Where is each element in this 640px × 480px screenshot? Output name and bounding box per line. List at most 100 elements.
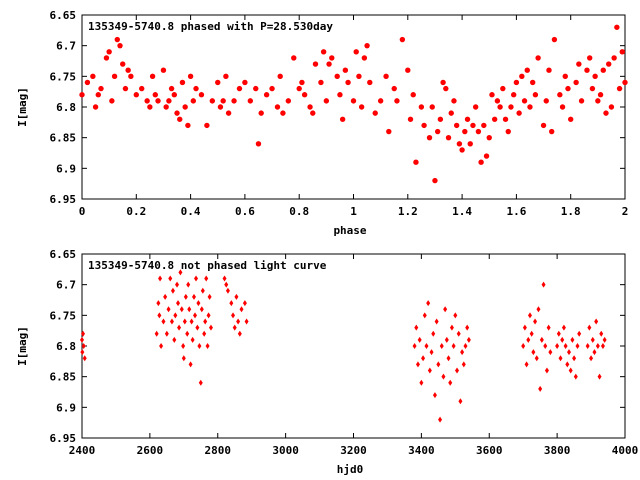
data-point xyxy=(80,349,85,356)
data-point xyxy=(527,312,532,319)
phased-y-axis-label: I[mag] xyxy=(16,87,29,127)
data-point xyxy=(154,330,159,337)
data-point xyxy=(418,104,425,110)
data-point xyxy=(437,116,444,122)
data-point xyxy=(386,128,392,135)
data-point xyxy=(277,73,283,80)
y-tick-label: 6.75 xyxy=(50,70,77,83)
data-point xyxy=(223,73,229,80)
data-point xyxy=(391,85,397,92)
data-point xyxy=(81,343,86,349)
data-point xyxy=(555,343,560,349)
data-point xyxy=(464,116,471,122)
data-point xyxy=(109,98,115,104)
data-point xyxy=(521,343,526,349)
data-point xyxy=(329,55,335,61)
data-point xyxy=(565,361,570,368)
data-point xyxy=(419,379,424,386)
data-point xyxy=(285,98,292,104)
data-point xyxy=(173,312,178,319)
data-point xyxy=(568,367,573,374)
y-tick-label: 6.8 xyxy=(56,340,76,353)
x-tick-label: 3400 xyxy=(408,444,435,457)
data-point xyxy=(399,36,406,43)
data-point xyxy=(231,98,237,104)
data-point xyxy=(203,318,208,325)
data-point xyxy=(540,122,547,129)
data-point xyxy=(413,159,419,165)
data-point xyxy=(326,61,332,67)
data-point xyxy=(535,55,541,61)
data-point xyxy=(575,343,580,349)
data-point xyxy=(597,92,604,98)
data-point xyxy=(546,67,552,73)
data-point xyxy=(198,92,205,98)
data-point xyxy=(225,110,232,116)
data-point xyxy=(508,104,514,110)
x-tick-label: 3000 xyxy=(272,444,299,457)
data-point xyxy=(229,300,234,307)
data-point xyxy=(458,398,463,405)
data-point xyxy=(453,122,460,129)
data-point xyxy=(505,128,511,135)
data-point xyxy=(193,312,198,319)
y-tick-label: 6.85 xyxy=(50,132,77,145)
data-point xyxy=(296,85,302,92)
data-point xyxy=(236,318,241,325)
data-point xyxy=(599,330,604,337)
data-point xyxy=(438,416,443,423)
data-point xyxy=(478,159,484,165)
data-point xyxy=(470,122,476,129)
data-point xyxy=(222,275,227,282)
data-point xyxy=(445,134,452,141)
data-point xyxy=(299,79,305,86)
data-point xyxy=(185,122,191,129)
data-point xyxy=(565,85,571,92)
data-point xyxy=(494,98,501,104)
data-point xyxy=(453,312,458,319)
y-tick-label: 6.95 xyxy=(50,193,77,206)
data-point xyxy=(533,318,538,325)
phased-light-curve-panel: 0 0.2 0.4 0.6 0.8 1 1.2 1.4 1.6 1.8 2 6.65 6.7 6.75 6… xyxy=(16,9,628,237)
data-point xyxy=(103,55,110,61)
data-point xyxy=(595,343,600,349)
data-point xyxy=(92,104,99,110)
data-point xyxy=(466,336,471,343)
data-point xyxy=(432,177,438,184)
data-point xyxy=(456,330,461,337)
data-point xyxy=(427,367,432,374)
data-point xyxy=(465,324,470,331)
data-point xyxy=(441,373,446,380)
data-point xyxy=(239,306,244,313)
data-point xyxy=(182,318,187,325)
data-point xyxy=(557,92,563,98)
data-point xyxy=(128,73,134,80)
data-point xyxy=(190,98,197,104)
x-tick-label: 2400 xyxy=(69,444,96,457)
data-point xyxy=(133,92,139,98)
data-point xyxy=(443,85,449,92)
data-point xyxy=(202,330,207,337)
data-point xyxy=(274,104,281,110)
data-point xyxy=(208,324,213,331)
x-tick-label: 2800 xyxy=(205,444,232,457)
data-point xyxy=(139,85,145,92)
data-point xyxy=(95,92,101,98)
data-point xyxy=(179,306,184,313)
data-point xyxy=(578,98,585,104)
data-point xyxy=(595,98,601,104)
data-point xyxy=(577,330,582,337)
data-point xyxy=(611,55,617,61)
data-point xyxy=(546,324,551,331)
data-point xyxy=(556,330,561,337)
data-point xyxy=(529,79,536,86)
data-point xyxy=(538,385,543,392)
data-point xyxy=(364,42,370,49)
data-point xyxy=(429,104,435,110)
x-tick-label: 3800 xyxy=(544,444,571,457)
data-point xyxy=(543,98,549,104)
data-point xyxy=(158,275,163,282)
data-point xyxy=(179,79,186,86)
data-point xyxy=(483,153,490,159)
data-point xyxy=(147,104,153,110)
